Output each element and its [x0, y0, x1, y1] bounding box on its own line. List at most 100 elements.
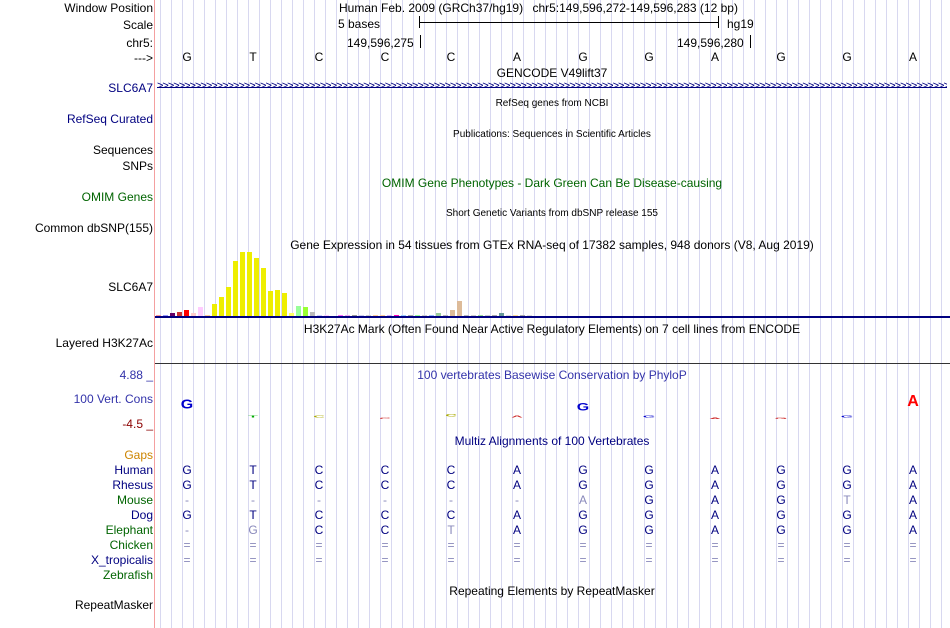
- gtex-tissue-bar[interactable]: [275, 290, 280, 316]
- h3k27ac-track-label[interactable]: Layered H3K27Ac: [55, 336, 153, 350]
- gtex-tissue-bar[interactable]: [324, 315, 329, 316]
- alignment-base: =: [645, 538, 653, 552]
- omim-track-label[interactable]: OMIM Genes: [81, 190, 153, 204]
- gtex-tissue-bar[interactable]: [212, 304, 217, 316]
- gridline: [743, 0, 744, 628]
- gtex-track-label[interactable]: SLC6A7: [108, 280, 153, 294]
- gtex-tissue-bar[interactable]: [254, 258, 259, 316]
- refseq-title: RefSeq genes from NCBI: [495, 98, 609, 109]
- base-letter: G: [182, 50, 192, 64]
- gtex-tissue-bar[interactable]: [464, 315, 469, 316]
- gtex-tissue-bar[interactable]: [205, 315, 210, 316]
- gtex-tissue-bar[interactable]: [520, 315, 525, 316]
- gtex-tissue-bar[interactable]: [296, 306, 301, 316]
- gtex-tissue-bar[interactable]: [366, 315, 371, 316]
- cons-track-label[interactable]: 100 Vert. Cons: [73, 392, 153, 406]
- gridline: [798, 0, 799, 628]
- gtex-tissue-bar[interactable]: [429, 315, 434, 316]
- gtex-tissue-bar[interactable]: [478, 315, 483, 316]
- species-label[interactable]: Rhesus: [112, 478, 153, 492]
- gencode-gene-feature[interactable]: >>>>>>>>>>>>>>>>>>>>>>>>>>>>>>>>>>>>>>>>…: [157, 80, 947, 94]
- gridline: [413, 0, 414, 628]
- species-label[interactable]: Mouse: [116, 493, 153, 507]
- gtex-tissue-bar[interactable]: [422, 315, 427, 316]
- gencode-track-label[interactable]: SLC6A7: [108, 81, 153, 95]
- gtex-tissue-bar[interactable]: [485, 315, 490, 316]
- gtex-tissue-bar[interactable]: [331, 315, 336, 316]
- h3k27ac-title: H3K27Ac Mark (Often Found Near Active Re…: [303, 322, 801, 336]
- gtex-tissue-bar[interactable]: [219, 297, 224, 316]
- alignment-base: T: [249, 508, 257, 522]
- refseq-track-label[interactable]: RefSeq Curated: [66, 112, 153, 126]
- gtex-tissue-bar[interactable]: [247, 252, 252, 316]
- gridline: [831, 0, 832, 628]
- gtex-tissue-bar[interactable]: [170, 313, 175, 316]
- gtex-tissue-bar[interactable]: [156, 315, 161, 316]
- gridline: [182, 0, 183, 628]
- gtex-tissue-bar[interactable]: [352, 315, 357, 316]
- species-label[interactable]: X_tropicalis: [90, 553, 153, 567]
- gridline: [567, 0, 568, 628]
- sequences-track-label[interactable]: Sequences: [92, 143, 153, 157]
- gtex-tissue-bar[interactable]: [345, 315, 350, 316]
- cons-logo-glyph: A: [511, 416, 523, 419]
- alignment-base: A: [908, 463, 917, 477]
- gtex-tissue-bar[interactable]: [191, 313, 196, 316]
- gtex-tissue-bar[interactable]: [443, 315, 448, 316]
- gridline: [908, 0, 909, 628]
- gtex-tissue-bar[interactable]: [373, 315, 378, 316]
- gtex-tissue-bar[interactable]: [450, 310, 455, 316]
- species-label[interactable]: Chicken: [109, 538, 153, 552]
- gtex-tissue-bar[interactable]: [387, 315, 392, 316]
- species-label[interactable]: Elephant: [105, 523, 153, 537]
- gtex-tissue-bar[interactable]: [471, 315, 476, 316]
- gtex-tissue-bar[interactable]: [513, 315, 518, 316]
- gtex-tissue-bar[interactable]: [177, 312, 182, 316]
- gtex-tissue-bar[interactable]: [415, 315, 420, 316]
- gridline: [325, 0, 326, 628]
- gridline: [578, 0, 579, 628]
- gtex-tissue-bar[interactable]: [408, 315, 413, 316]
- gtex-tissue-bar[interactable]: [268, 291, 273, 316]
- gtex-tissue-bar[interactable]: [198, 307, 203, 316]
- species-label[interactable]: Dog: [130, 508, 153, 522]
- gtex-tissue-bar[interactable]: [457, 301, 462, 316]
- gtex-tissue-bar[interactable]: [506, 315, 511, 316]
- gridline: [160, 0, 161, 628]
- gtex-tissue-bar[interactable]: [492, 315, 497, 316]
- alignment-base: -: [185, 523, 189, 537]
- repeatmasker-track-label[interactable]: RepeatMasker: [74, 598, 153, 612]
- gtex-tissue-bar[interactable]: [359, 315, 364, 316]
- gtex-tissue-bar[interactable]: [499, 313, 504, 316]
- gtex-tissue-bar[interactable]: [310, 312, 315, 316]
- cons-logo[interactable]: G T C C C A G G A G G A: [155, 392, 950, 422]
- gtex-tissue-bar[interactable]: [233, 261, 238, 316]
- gtex-tissue-bar[interactable]: [184, 310, 189, 316]
- gtex-tissue-bar[interactable]: [289, 313, 294, 316]
- dbsnp-track-label[interactable]: Common dbSNP(155): [34, 221, 153, 235]
- gtex-tissue-bar[interactable]: [303, 307, 308, 316]
- alignment-base: G: [842, 523, 852, 537]
- gtex-tissue-bar[interactable]: [394, 315, 399, 316]
- gridline: [380, 0, 381, 628]
- species-label[interactable]: Human: [114, 463, 153, 477]
- gtex-tissue-bar[interactable]: [261, 268, 266, 316]
- gtex-tissue-bar[interactable]: [240, 252, 245, 316]
- alignment-base: =: [183, 553, 191, 567]
- snps-track-label[interactable]: SNPs: [122, 159, 153, 173]
- species-label[interactable]: Zebrafish: [102, 568, 153, 582]
- gtex-tissue-bar[interactable]: [527, 315, 532, 316]
- gtex-tissue-bar[interactable]: [380, 315, 385, 316]
- gtex-tissue-bar[interactable]: [226, 287, 231, 316]
- gaps-label: Gaps: [124, 448, 153, 462]
- gtex-tissue-bar[interactable]: [401, 315, 406, 316]
- alignment-base: A: [710, 493, 719, 507]
- gtex-tissue-bar[interactable]: [163, 315, 168, 316]
- gtex-tissue-bar[interactable]: [338, 315, 343, 316]
- gridline: [677, 0, 678, 628]
- gtex-tissue-bar[interactable]: [317, 315, 322, 316]
- cons-logo-glyph: C: [379, 418, 391, 419]
- gtex-tissue-bar[interactable]: [436, 313, 441, 316]
- gtex-tissue-bar[interactable]: [282, 293, 287, 316]
- gtex-bar-chart[interactable]: [156, 251, 536, 316]
